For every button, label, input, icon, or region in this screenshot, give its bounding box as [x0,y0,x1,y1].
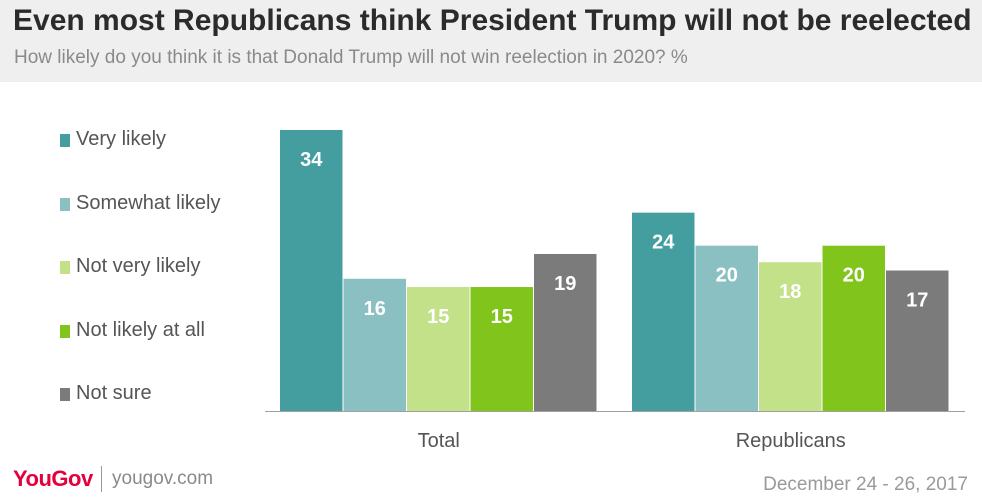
data-label: 17 [906,290,928,312]
yougov-logo: YouGov [13,466,93,491]
legend-swatch [60,134,70,147]
bar [470,287,533,411]
legend-swatch [60,324,70,338]
data-label: 20 [716,265,738,287]
data-label: 34 [300,149,323,171]
legend-label: Somewhat likely [76,191,221,214]
x-tick-label: Republicans [736,430,846,452]
data-label: 24 [652,232,675,254]
data-label: 15 [491,306,513,328]
bar [280,130,343,411]
footer-date: December 24 - 26, 2017 [763,474,968,495]
bar [695,245,758,411]
data-label: 20 [843,265,865,287]
data-label: 18 [779,281,801,303]
data-label: 16 [364,298,386,320]
bar [632,212,695,411]
legend-label: Not very likely [76,255,201,277]
bar [886,270,949,411]
data-label: 15 [427,306,449,328]
legend-label: Not sure [76,382,152,404]
data-label: 19 [554,273,576,295]
legend-swatch [60,261,70,274]
bar [534,253,597,411]
bar [407,287,470,411]
chart-title: Even most Republicans think President Tr… [13,4,972,37]
x-tick-label: Total [418,430,460,452]
bar [759,262,822,411]
legend-swatch [60,197,70,211]
bar [822,245,885,411]
footer-site: yougov.com [112,468,214,489]
legend-label: Very likely [76,128,167,150]
chart-subtitle: How likely do you think it is that Donal… [14,47,688,68]
legend-swatch [60,388,70,401]
header: Even most Republicans think President Tr… [0,0,982,82]
legend-label: Not likely at all [76,318,205,341]
footer-divider [101,466,102,492]
bar [343,278,406,411]
